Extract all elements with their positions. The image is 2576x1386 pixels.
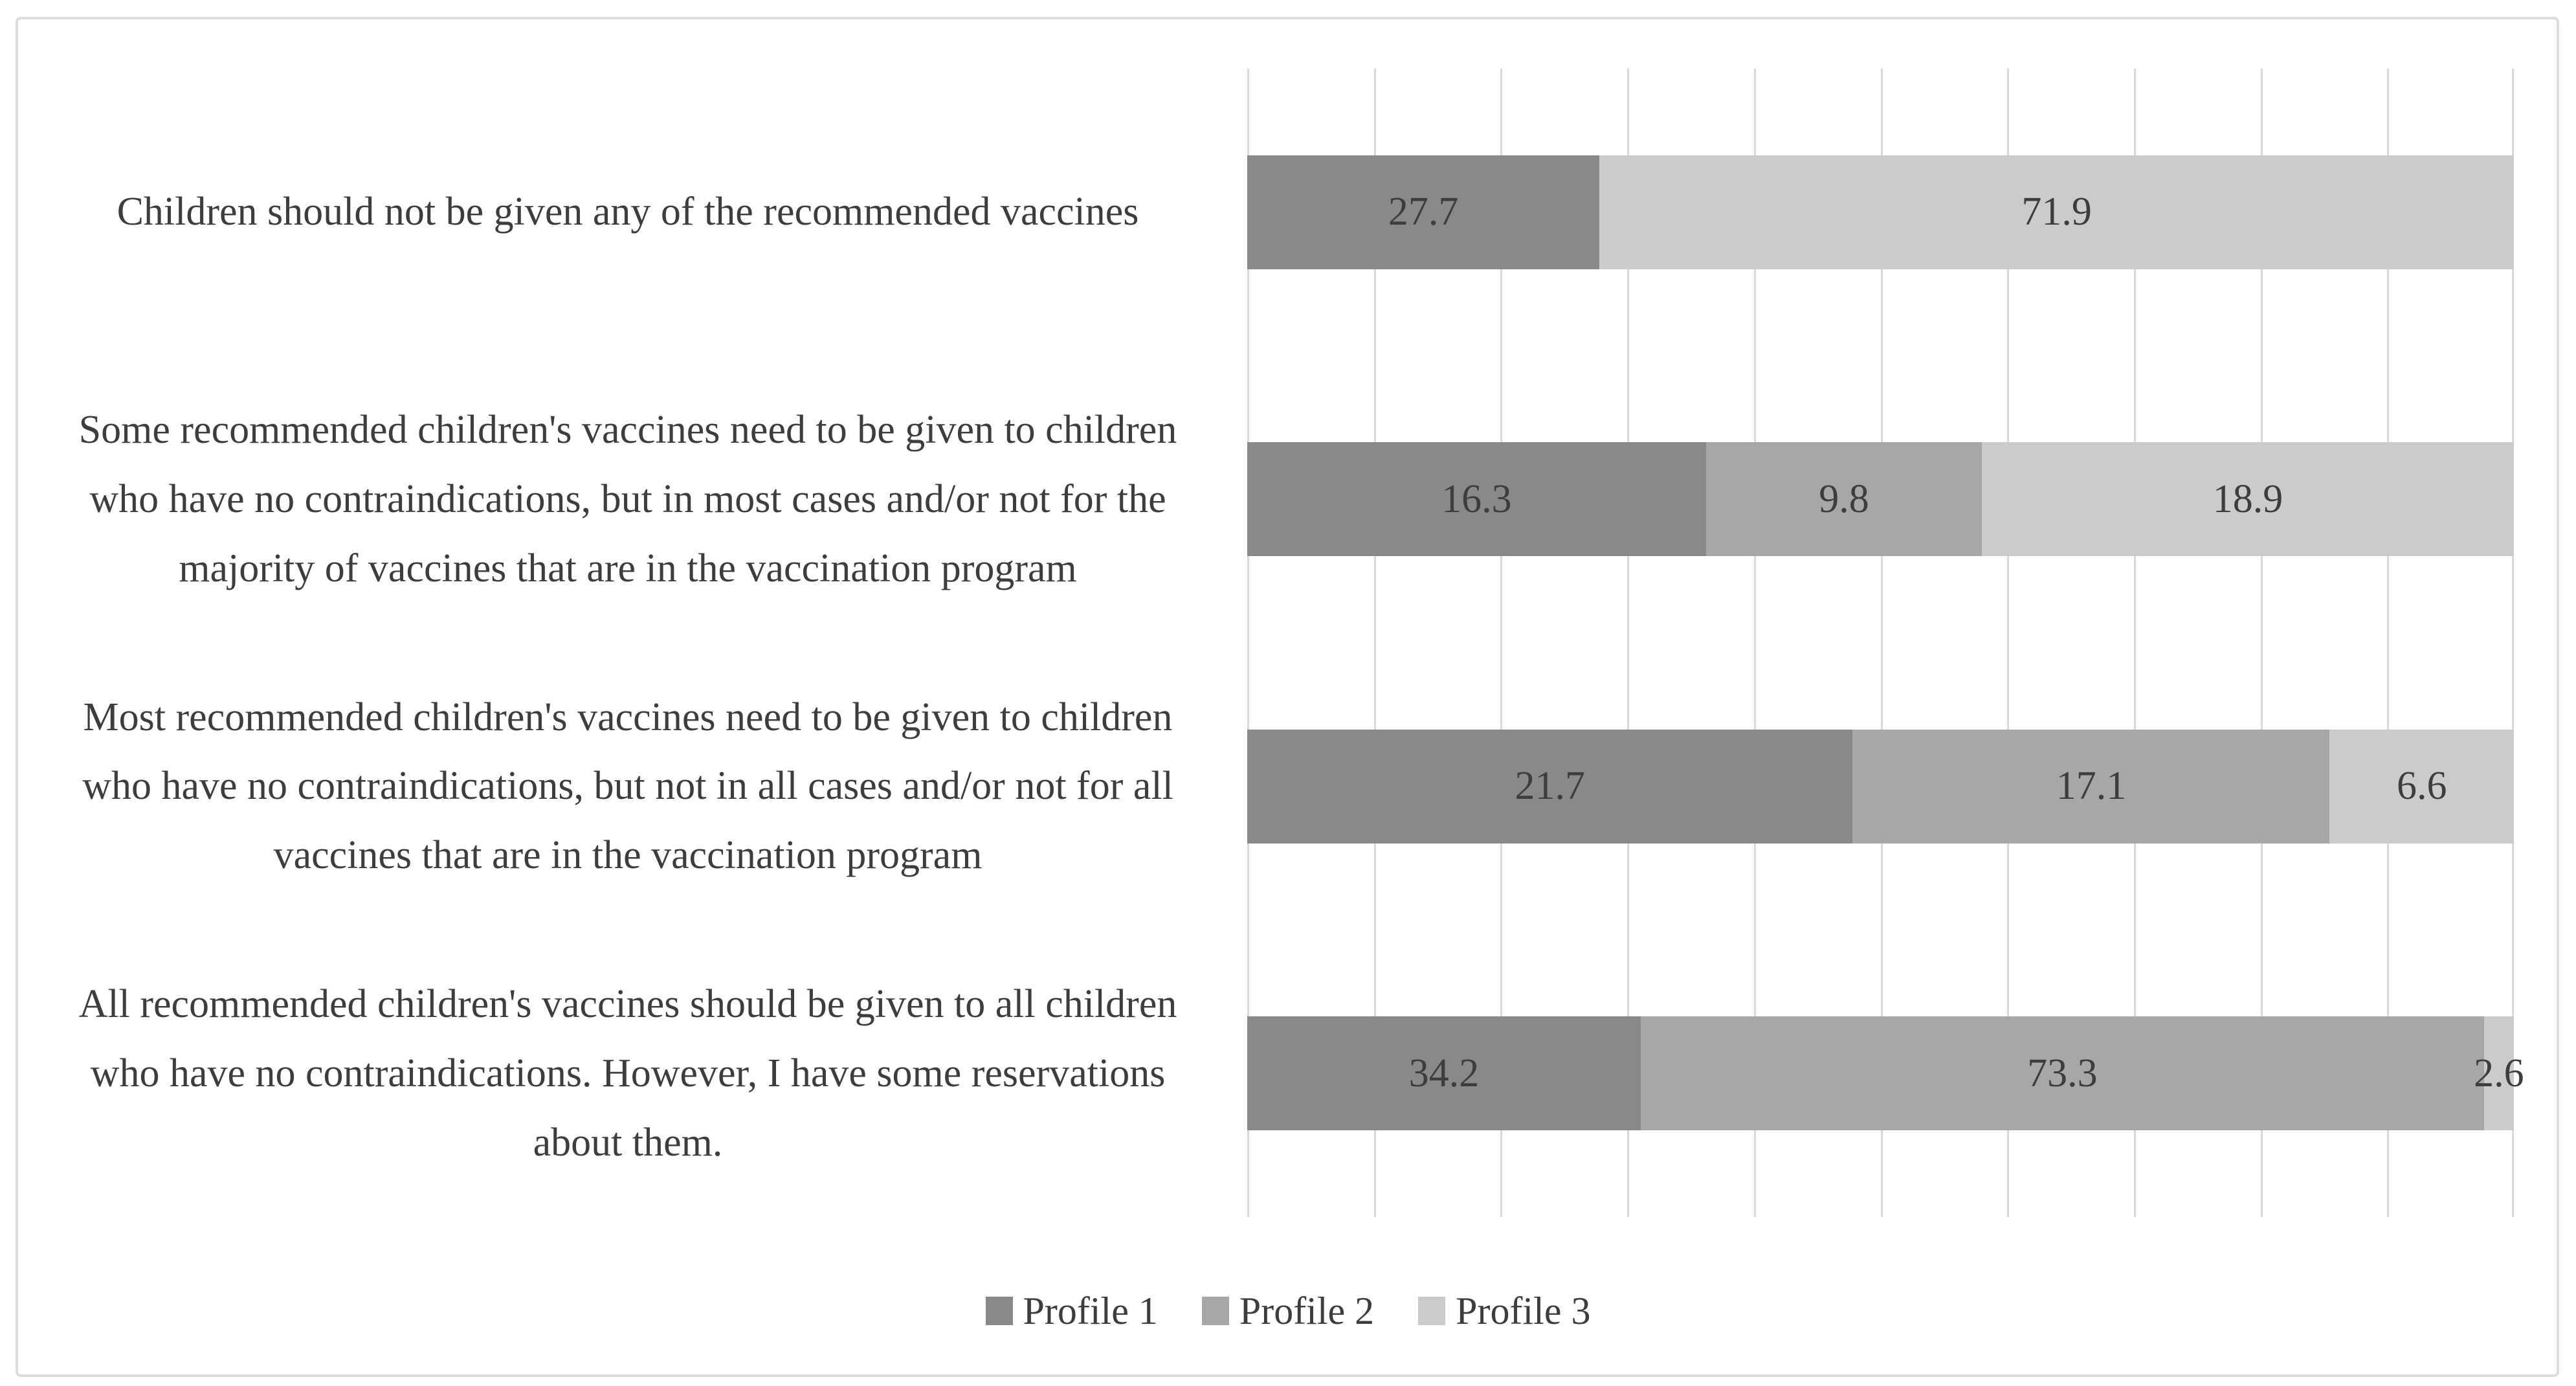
bar-band: 27.7 71.9 bbox=[1247, 69, 2514, 356]
gridline bbox=[1880, 69, 1883, 1217]
legend-swatch-icon bbox=[985, 1297, 1013, 1325]
bar-row: 16.3 9.8 18.9 bbox=[1247, 442, 2514, 557]
category-axis: Children should not be given any of the … bbox=[26, 69, 1230, 1217]
category-label: Children should not be given any of the … bbox=[117, 190, 1139, 234]
gridline bbox=[1500, 69, 1503, 1217]
value-label: 27.7 bbox=[1388, 190, 1459, 234]
gridline bbox=[2260, 69, 2263, 1217]
gridline bbox=[1247, 69, 1249, 1217]
bar-segment-profile-1: 21.7 bbox=[1247, 729, 1853, 844]
legend-label: Profile 2 bbox=[1239, 1289, 1375, 1332]
bar-row: 34.2 73.3 2.6 bbox=[1247, 1016, 2524, 1131]
value-label: 73.3 bbox=[2027, 1051, 2098, 1095]
bar-segment-profile-1: 34.2 bbox=[1247, 1016, 1641, 1131]
gridline bbox=[2387, 69, 2390, 1217]
legend-item: Profile 3 bbox=[1418, 1289, 1590, 1334]
gridline bbox=[1373, 69, 1376, 1217]
category-label: Some recommended children's vaccines nee… bbox=[78, 408, 1177, 590]
bar-band: 21.7 17.1 6.6 bbox=[1247, 643, 2514, 930]
category-label: All recommended children's vaccines shou… bbox=[78, 982, 1177, 1165]
category-cell: Children should not be given any of the … bbox=[26, 69, 1230, 356]
legend-swatch-icon bbox=[1418, 1297, 1446, 1325]
legend-label: Profile 3 bbox=[1456, 1289, 1591, 1332]
category-cell: All recommended children's vaccines shou… bbox=[26, 930, 1230, 1218]
legend-item: Profile 2 bbox=[1201, 1289, 1375, 1334]
bar-segment-profile-3: 18.9 bbox=[1982, 442, 2514, 557]
bar-band: 34.2 73.3 2.6 bbox=[1247, 930, 2524, 1218]
value-label: 17.1 bbox=[2056, 764, 2127, 809]
bar-segment-profile-3: 71.9 bbox=[1599, 155, 2514, 269]
value-label: 71.9 bbox=[2021, 190, 2092, 234]
bar-segment-profile-1: 27.7 bbox=[1247, 155, 1600, 269]
gridline bbox=[2007, 69, 2010, 1217]
value-label: 18.9 bbox=[2212, 476, 2283, 521]
value-label: 34.2 bbox=[1408, 1051, 1480, 1095]
bar-segment-profile-2: 9.8 bbox=[1705, 442, 1982, 557]
gridline bbox=[2133, 69, 2136, 1217]
gridline bbox=[1627, 69, 1630, 1217]
plot-area: 27.7 71.9 16.3 9.8 18.9 21.7 17.1 6.6 34.2 73.3 2.… bbox=[1247, 69, 2524, 1218]
bar-row: 27.7 71.9 bbox=[1247, 155, 2514, 269]
category-cell: Some recommended children's vaccines nee… bbox=[26, 356, 1230, 643]
value-label: 9.8 bbox=[1819, 476, 1869, 521]
bar-segment-profile-2: 73.3 bbox=[1640, 1016, 2484, 1131]
bar-band: 16.3 9.8 18.9 bbox=[1247, 356, 2514, 643]
legend-swatch-icon bbox=[1201, 1297, 1229, 1325]
legend-label: Profile 1 bbox=[1023, 1289, 1158, 1332]
bar-segment-profile-3: 6.6 bbox=[2329, 729, 2514, 844]
category-label: Most recommended children's vaccines nee… bbox=[82, 695, 1173, 878]
category-cell: Most recommended children's vaccines nee… bbox=[26, 643, 1230, 930]
value-label: 6.6 bbox=[2396, 764, 2447, 809]
value-label: 2.6 bbox=[2474, 1051, 2524, 1095]
value-label: 21.7 bbox=[1515, 764, 1585, 809]
bar-segment-profile-1: 16.3 bbox=[1247, 442, 1706, 557]
gridline bbox=[2512, 69, 2514, 1217]
gridline bbox=[1753, 69, 1756, 1217]
value-label: 16.3 bbox=[1441, 476, 1512, 521]
legend: Profile 1 Profile 2 Profile 3 bbox=[0, 1279, 2576, 1343]
legend-item: Profile 1 bbox=[985, 1289, 1158, 1334]
bar-row: 21.7 17.1 6.6 bbox=[1247, 729, 2514, 844]
bar-segment-profile-2: 17.1 bbox=[1852, 729, 2330, 844]
bar-segment-profile-3: 2.6 bbox=[2474, 1016, 2524, 1131]
